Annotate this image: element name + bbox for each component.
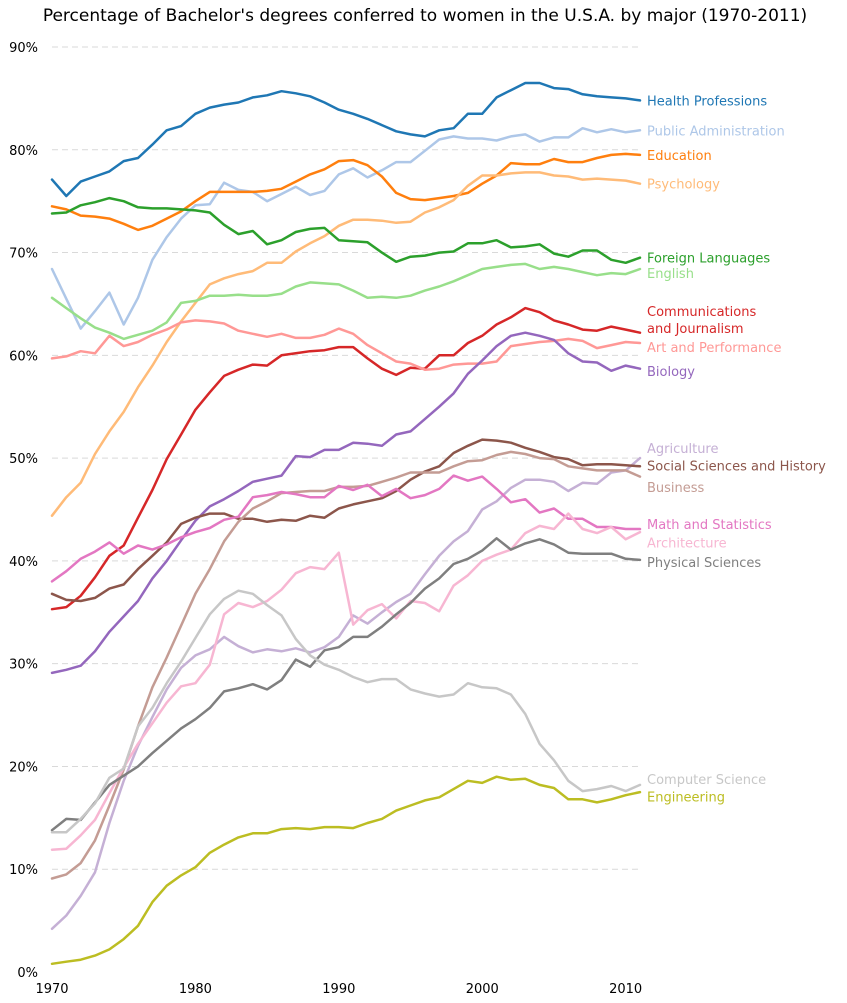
series-line xyxy=(50,81,642,198)
series-line xyxy=(50,196,642,265)
series-lines xyxy=(50,81,642,966)
series-label: Social Sciences and History xyxy=(647,459,826,474)
y-tick-label: 50% xyxy=(9,452,38,467)
series-label: Math and Statistics xyxy=(647,518,772,533)
series-line xyxy=(50,438,642,603)
series-line xyxy=(50,456,642,931)
series-line xyxy=(50,319,642,371)
series-label: English xyxy=(647,267,694,282)
series-label: Art and Performance xyxy=(647,341,781,356)
series-label: Psychology xyxy=(647,178,720,193)
series-label: Agriculture xyxy=(647,442,719,457)
y-tick-label: 70% xyxy=(9,247,38,262)
series-label: Biology xyxy=(647,365,695,380)
series-label: Engineering xyxy=(647,790,725,805)
x-tick-label: 2010 xyxy=(609,982,642,997)
x-tick-label: 1990 xyxy=(322,982,355,997)
series-line xyxy=(50,775,642,966)
series-label: Architecture xyxy=(647,536,727,551)
series-line xyxy=(50,126,642,330)
series-label: Health Professions xyxy=(647,94,767,109)
series-label: Public Administration xyxy=(647,124,785,139)
series-line xyxy=(50,512,642,851)
series-line xyxy=(50,331,642,675)
series-label: Communications and Journalism xyxy=(647,305,756,337)
y-tick-label: 60% xyxy=(9,349,38,364)
y-axis-ticks: 0% 10% 20% 30% 40% 50% 60% 70% 80% 90% xyxy=(9,41,38,981)
x-axis-ticks: 1970 1980 1990 2000 2010 xyxy=(35,982,642,997)
y-tick-label: 0% xyxy=(17,966,38,981)
series-label: Physical Sciences xyxy=(647,556,761,571)
y-tick-label: 80% xyxy=(9,144,38,159)
series-line xyxy=(50,171,642,517)
series-labels: Health Professions Public Administration E… xyxy=(647,94,826,805)
y-tick-label: 20% xyxy=(9,760,38,775)
series-line xyxy=(50,589,642,834)
x-tick-label: 1970 xyxy=(35,982,68,997)
y-tick-label: 40% xyxy=(9,555,38,570)
series-line xyxy=(50,306,642,611)
y-tick-label: 10% xyxy=(9,863,38,878)
chart-title: Percentage of Bachelor's degrees conferr… xyxy=(43,6,807,26)
x-tick-label: 2000 xyxy=(466,982,499,997)
series-line xyxy=(50,474,642,583)
series-label: Business xyxy=(647,481,705,496)
series-line xyxy=(50,152,642,232)
series-line xyxy=(50,537,642,832)
series-line xyxy=(50,262,642,341)
y-tick-label: 90% xyxy=(9,41,38,56)
x-tick-label: 1980 xyxy=(179,982,212,997)
series-label: Computer Science xyxy=(647,773,766,788)
series-label: Education xyxy=(647,149,712,164)
series-label: Foreign Languages xyxy=(647,252,770,267)
y-tick-label: 30% xyxy=(9,658,38,673)
